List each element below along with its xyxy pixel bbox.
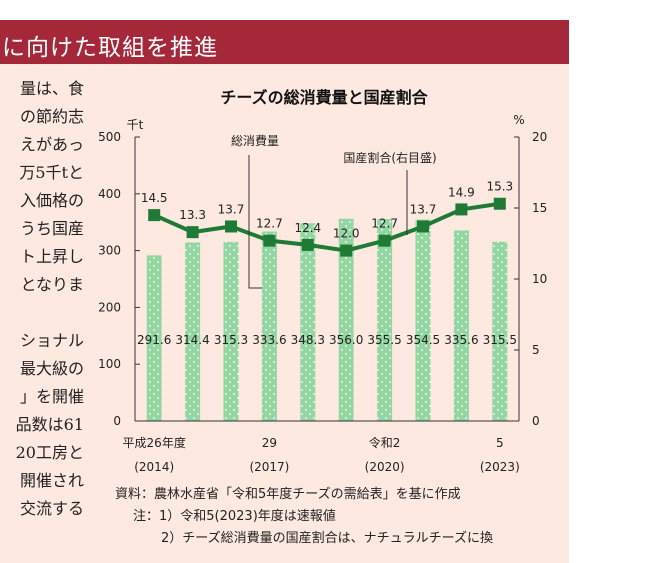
share-marker	[148, 209, 161, 222]
bar-texture	[453, 230, 469, 421]
bar-value-label: 314.4	[175, 333, 209, 347]
share-value-label: 12.7	[256, 217, 283, 231]
share-value-label: 12.7	[371, 217, 398, 231]
share-marker	[225, 220, 237, 233]
x-category-label: 29	[262, 436, 277, 450]
bar-value-label: 348.3	[291, 333, 325, 347]
x-year-label: (2017)	[249, 460, 289, 474]
bar-texture	[492, 241, 508, 421]
bar-series-annotation: 総消費量	[231, 133, 279, 148]
source-note: 資料：農林水産省「令和5年度チーズの需給表」を基に作成	[115, 487, 461, 502]
share-marker	[301, 238, 314, 251]
body-text-line: 万5千tと	[19, 163, 84, 182]
left-tick-label: 300	[98, 244, 121, 258]
bar-value-label: 333.6	[252, 333, 286, 347]
body-text-line: 入価格の	[19, 191, 84, 210]
left-tick-label: 100	[98, 357, 121, 371]
body-text-line: うち国産	[19, 219, 84, 238]
share-value-label: 12.4	[294, 221, 321, 235]
share-marker	[263, 234, 276, 247]
bar-texture	[377, 219, 393, 421]
chart-title: チーズの総消費量と国産割合	[220, 88, 428, 107]
bar-value-label: 355.5	[367, 333, 401, 347]
body-text-line: 最大級の	[19, 359, 84, 378]
body-text-line: 交流する	[19, 499, 84, 518]
right-axis-unit: %	[513, 113, 524, 127]
bar-texture	[146, 255, 162, 421]
note-1: 注：1）令和5(2023)年度は速報値	[133, 509, 336, 524]
right-tick-label: 0	[532, 414, 540, 428]
right-tick-label: 10	[532, 272, 547, 286]
left-tick-label: 500	[98, 130, 121, 144]
share-value-label: 14.9	[448, 185, 475, 199]
share-marker	[378, 234, 391, 247]
x-category-label: 平成26年度	[123, 435, 186, 450]
body-text-line: 20工房と	[15, 443, 84, 462]
bar-value-label: 335.6	[444, 333, 478, 347]
bar-value-label: 315.3	[214, 333, 248, 347]
x-year-label: (2023)	[480, 460, 520, 474]
share-marker	[186, 226, 199, 239]
left-tick-label: 200	[98, 300, 121, 314]
section-banner: に向けた取組を推進	[0, 20, 569, 64]
share-marker	[493, 197, 506, 210]
x-year-label: (2014)	[134, 460, 174, 474]
x-year-label: (2020)	[365, 460, 405, 474]
bar-value-label: 315.5	[483, 333, 517, 347]
share-value-label: 12.0	[333, 227, 360, 241]
share-value-label: 13.3	[179, 208, 206, 222]
bar-value-label: 354.5	[406, 333, 440, 347]
share-value-label: 13.7	[218, 202, 245, 216]
body-text-line: 品数は61	[15, 415, 84, 434]
share-value-label: 13.7	[410, 202, 437, 216]
left-tick-label: 400	[98, 187, 121, 201]
bar-texture	[185, 242, 201, 421]
bar-value-label: 356.0	[329, 333, 363, 347]
share-marker	[455, 203, 468, 216]
share-marker	[340, 244, 353, 257]
section-title: に向けた取組を推進	[2, 35, 218, 61]
body-text-line: 量は、食	[19, 79, 84, 98]
share-value-label: 14.5	[141, 191, 168, 205]
body-text-line: となりま	[20, 275, 84, 294]
note-2: 2）チーズ総消費量の国産割合は、ナチュラルチーズに換	[161, 531, 493, 546]
bar-annotation-leader	[248, 155, 262, 289]
share-value-label: 15.3	[486, 180, 513, 194]
chart-notes: 資料：農林水産省「令和5年度チーズの需給表」を基に作成 注：1）令和5(2023…	[115, 484, 493, 550]
bar-texture	[223, 241, 239, 421]
bar-texture	[261, 231, 277, 421]
body-text-line: 」を開催	[19, 387, 84, 406]
body-text-line: ショナル	[19, 331, 84, 350]
share-line	[153, 201, 501, 253]
right-tick-label: 20	[532, 130, 547, 144]
body-text-line: 開催され	[19, 471, 84, 490]
bar-texture	[300, 223, 316, 421]
body-text-column: 量は、食の節約志えがあっ万5千tと入価格のうち国産ト上昇しとなりまショナル最大級…	[0, 64, 86, 563]
bar-texture	[415, 219, 431, 421]
share-marker	[417, 220, 429, 233]
left-tick-label: 0	[113, 414, 121, 428]
body-text-line: えがあっ	[19, 135, 84, 154]
line-series-annotation: 国産割合(右目盛)	[343, 150, 436, 165]
right-tick-label: 5	[532, 343, 540, 357]
right-tick-label: 15	[532, 201, 547, 215]
bar-value-label: 291.6	[137, 333, 171, 347]
x-category-label: 令和2	[369, 435, 401, 450]
bar-texture	[338, 218, 354, 421]
x-category-label: 5	[496, 436, 504, 450]
left-axis-unit: 千t	[127, 118, 144, 132]
body-text-line: の節約志	[19, 107, 84, 126]
body-text-line: ト上昇し	[19, 247, 84, 266]
